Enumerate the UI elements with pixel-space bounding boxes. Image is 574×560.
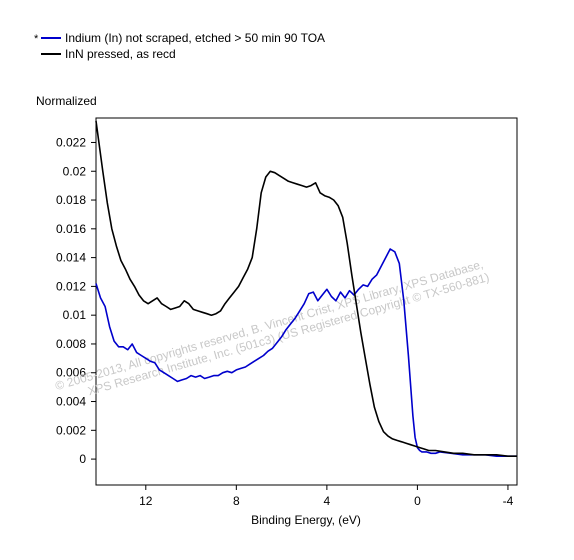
- y-tick-label: 0.008: [56, 337, 86, 351]
- legend-label-series-1: Indium (In) not scraped, etched > 50 min…: [65, 31, 325, 45]
- y-tick-label: 0.012: [56, 279, 86, 293]
- x-axis: 12 8 4 0 -4: [139, 485, 514, 508]
- copyright-watermark: © 2005-2013, All copyrights reserved, B.…: [54, 257, 491, 398]
- x-tick-label: 0: [414, 494, 421, 508]
- x-axis-label: Binding Energy, (eV): [251, 513, 361, 527]
- plot-frame: [95, 117, 518, 486]
- series-line-2: [95, 120, 517, 458]
- y-tick-label: 0.02: [63, 164, 87, 178]
- y-tick-label: 0.01: [63, 308, 87, 322]
- watermark-line-1: © 2005-2013, All copyrights reserved, B.…: [54, 257, 485, 393]
- y-tick-label: 0.014: [56, 251, 86, 265]
- y-tick-label: 0.002: [56, 423, 86, 437]
- y-axis-label: Normalized: [36, 94, 97, 108]
- y-tick-label: 0.004: [56, 395, 86, 409]
- y-tick-label: 0.006: [56, 366, 86, 380]
- series-line-1: [95, 248, 517, 458]
- y-tick-label: 0.022: [56, 135, 86, 149]
- y-tick-label: 0.018: [56, 193, 86, 207]
- legend: * Indium (In) not scraped, etched > 50 m…: [34, 31, 325, 61]
- legend-marker: *: [34, 33, 39, 45]
- legend-label-series-2: InN pressed, as recd: [65, 47, 176, 61]
- x-tick-label: 12: [139, 494, 153, 508]
- y-tick-label: 0: [79, 452, 86, 466]
- y-axis: 0 0.002 0.004 0.006 0.008 0.01 0.012 0.014 0.016…: [56, 135, 96, 466]
- series-layer: [95, 120, 517, 458]
- x-tick-label: 8: [233, 494, 240, 508]
- x-tick-label: -4: [503, 494, 514, 508]
- watermark-line-2: XPS Research Institute, Inc. (501c3) (US…: [86, 270, 491, 398]
- x-tick-label: 4: [324, 494, 331, 508]
- y-tick-label: 0.016: [56, 222, 86, 236]
